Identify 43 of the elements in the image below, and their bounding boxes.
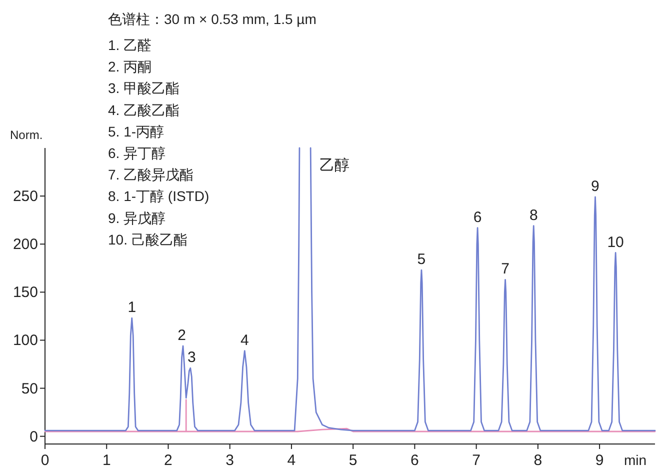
y-tick-label: 250 [12,188,38,206]
annotation: 6. 异丁醇 [108,145,166,161]
annotation: 10 [607,234,624,251]
annotation: 10. 己酸乙酯 [108,231,188,248]
annotation: 9. 异戊醇 [108,210,166,226]
x-tick-label: 6 [410,452,419,467]
y-tick-label: 200 [12,236,38,254]
y-tick-label: 100 [12,332,38,350]
annotation: 4 [240,332,249,349]
text: 4. 乙酸乙酯 [108,102,180,118]
line-series [44,147,300,432]
annotation: 7 [501,260,510,278]
annotation: 8 [529,206,538,224]
y-tick-label: 50 [21,380,38,398]
y-tick-label: 0 [30,428,38,446]
annotation: 乙醇 [320,157,350,174]
x-tick-label: 7 [472,452,480,467]
line-series [310,147,656,432]
annotation: 8. 1-丁醇 (ISTD) [108,188,210,204]
annotation: 5 [417,251,426,268]
x-tick-label: 9 [595,452,604,467]
x-tick-label: 4 [287,452,296,467]
text: 3. 甲酸乙酯 [108,80,180,96]
annotation: 6 [473,208,482,226]
y-tick-label: 150 [12,284,38,302]
annotation: 9 [591,178,600,196]
x-tick-label: 5 [348,452,358,467]
annotation: 1 [128,299,136,316]
x-tick-label: 8 [534,452,542,467]
chart-title: 色谱柱：30 m × 0.53 mm, 1.5 µm [108,11,316,27]
x-tick-label: 3 [226,452,234,467]
annotation: 2 [178,326,186,344]
annotation: 7. 乙酸异戊酯 [108,166,194,183]
line-series [44,399,656,432]
x-axis-title: min [624,452,647,467]
text: 2. 丙酮 [108,58,152,75]
annotation: 3 [187,349,196,366]
x-tick-label: 2 [164,452,172,467]
x-tick-label: 0 [40,452,50,467]
text: 5. 1-丙醇 [108,123,164,140]
y-axis-title: Norm. [10,128,43,142]
x-tick-label: 1 [102,452,111,467]
text: 1. 乙醛 [108,37,152,53]
